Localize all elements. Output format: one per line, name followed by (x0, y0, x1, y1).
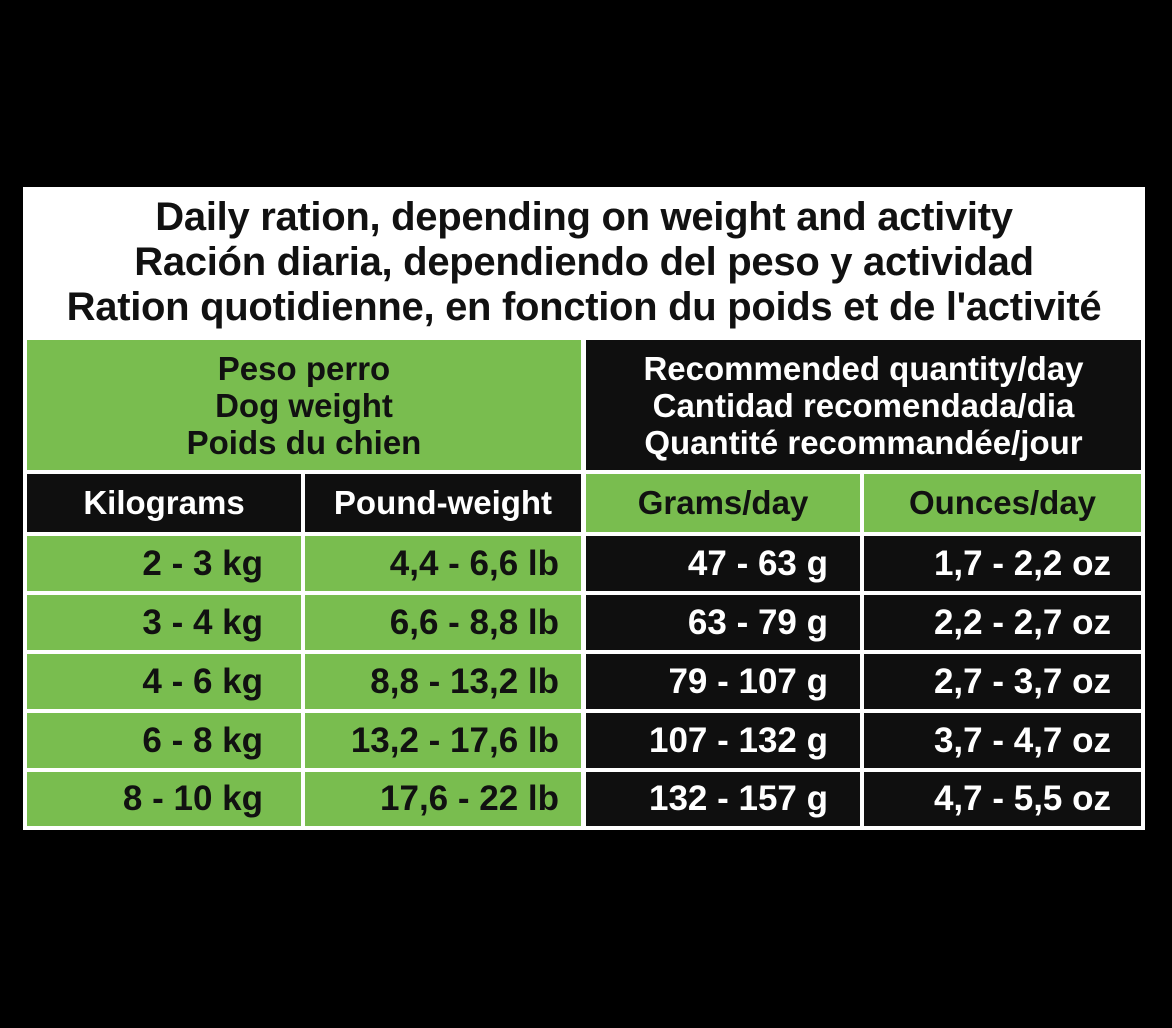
table-row-1-grams: 47 - 63 g (586, 536, 860, 591)
title-english: Daily ration, depending on weight and ac… (155, 195, 1013, 239)
group-label-spanish: Peso perro (217, 349, 391, 387)
title-french: Ration quotidienne, en fonction du poids… (66, 285, 1102, 329)
recommended-quantity-group-header: Recommended quantity/day Cantidad recome… (586, 340, 1141, 470)
table-row-4-kilograms: 6 - 8 kg (27, 713, 301, 768)
group-label-english: Dog weight (215, 386, 393, 424)
table-row-2-ounces: 2,2 - 2,7 oz (864, 595, 1141, 650)
column-header-grams: Grams/day (586, 474, 860, 532)
table-row-5-grams: 132 - 157 g (586, 772, 860, 826)
table-row-3-ounces: 2,7 - 3,7 oz (864, 654, 1141, 709)
table-row-4-grams: 107 - 132 g (586, 713, 860, 768)
table-row-1-kilograms: 2 - 3 kg (27, 536, 301, 591)
table-row-1-ounces: 1,7 - 2,2 oz (864, 536, 1141, 591)
group-label-french: Quantité recommandée/jour (644, 423, 1083, 461)
table-row-2-grams: 63 - 79 g (586, 595, 860, 650)
table-row-3-kilograms: 4 - 6 kg (27, 654, 301, 709)
table-title: Daily ration, depending on weight and ac… (23, 187, 1145, 338)
ration-table: Daily ration, depending on weight and ac… (23, 187, 1145, 830)
table-row-1-pounds: 4,4 - 6,6 lb (305, 536, 581, 591)
table-row-5-pounds: 17,6 - 22 lb (305, 772, 581, 826)
table-row-3-grams: 79 - 107 g (586, 654, 860, 709)
column-header-pounds: Pound-weight (305, 474, 581, 532)
table-row-5-ounces: 4,7 - 5,5 oz (864, 772, 1141, 826)
table-row-5-kilograms: 8 - 10 kg (27, 772, 301, 826)
group-label-english: Recommended quantity/day (643, 349, 1084, 387)
table-row-3-pounds: 8,8 - 13,2 lb (305, 654, 581, 709)
group-label-french: Poids du chien (186, 423, 422, 461)
table-row-2-pounds: 6,6 - 8,8 lb (305, 595, 581, 650)
group-label-spanish: Cantidad recomendada/dia (652, 386, 1075, 424)
table-row-2-kilograms: 3 - 4 kg (27, 595, 301, 650)
table-row-4-ounces: 3,7 - 4,7 oz (864, 713, 1141, 768)
column-header-kilograms: Kilograms (27, 474, 301, 532)
table-row-4-pounds: 13,2 - 17,6 lb (305, 713, 581, 768)
column-header-ounces: Ounces/day (864, 474, 1141, 532)
title-spanish: Ración diaria, dependiendo del peso y ac… (134, 240, 1034, 284)
dog-weight-group-header: Peso perro Dog weight Poids du chien (27, 340, 581, 470)
